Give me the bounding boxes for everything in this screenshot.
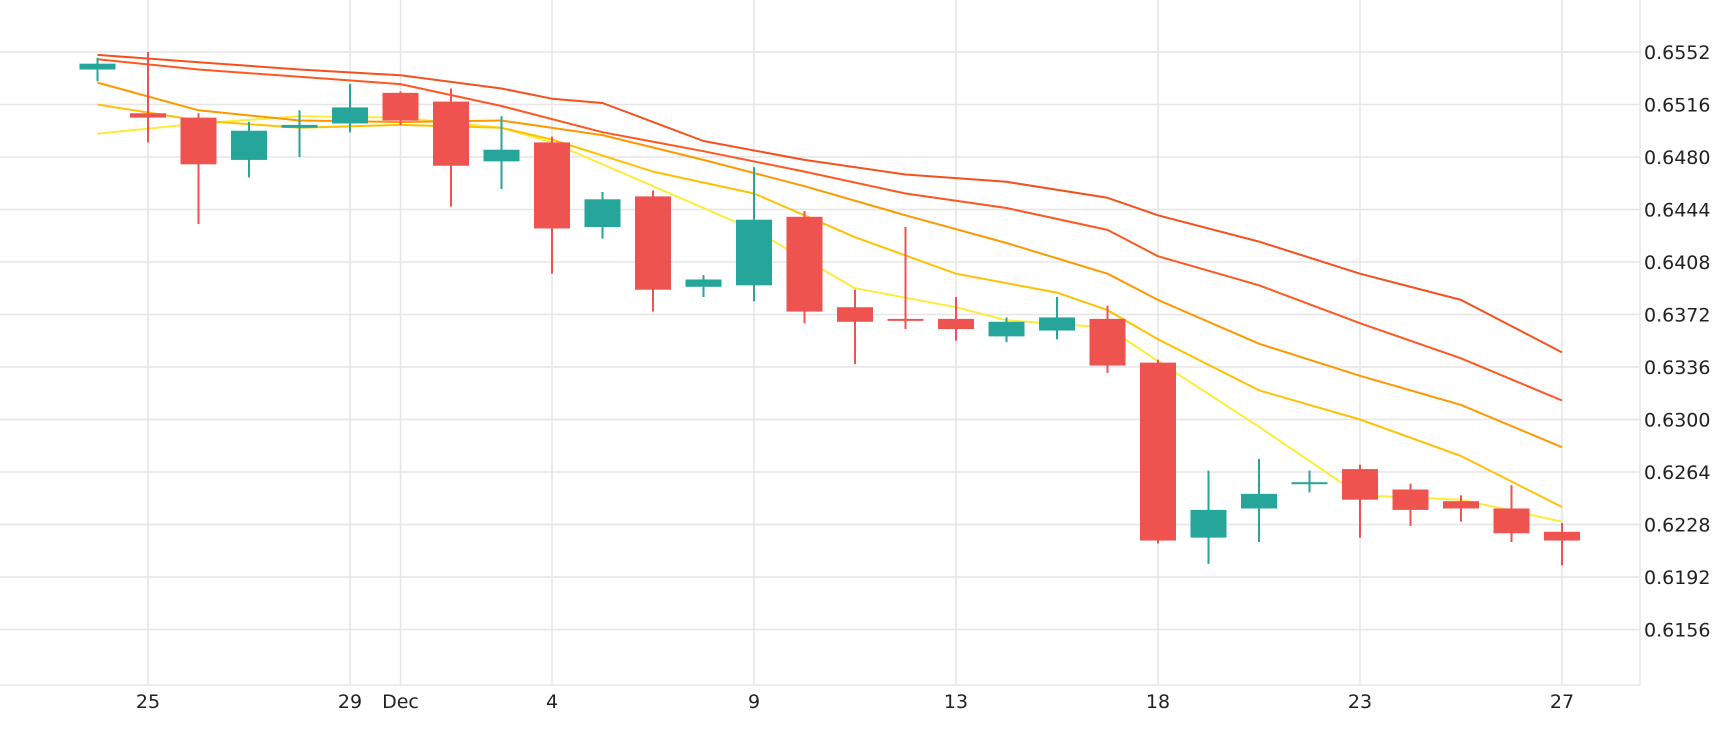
candle-down [433,88,469,207]
candle-down [1342,464,1378,538]
candle-down [786,210,823,324]
candle-up [736,167,772,302]
x-tick-label: 18 [1146,691,1170,713]
candle-down [1443,495,1479,522]
x-tick-label: 29 [338,691,362,713]
candle-up [281,110,318,157]
candle-up [1190,470,1227,564]
candle-body [281,124,318,128]
candle-body [1493,508,1530,534]
moving-average-line [97,53,1563,354]
candle-body [130,113,166,118]
candle-down [382,91,419,125]
candle-up [79,57,116,82]
candle-down [1089,305,1126,373]
candle-down [180,113,217,225]
y-tick-label: 0.6516 [1644,95,1710,117]
candle-body [736,219,772,286]
candle-body [635,196,671,290]
candle-body [1291,482,1328,485]
y-tick-label: 0.6264 [1644,462,1710,484]
candle-body [1544,531,1580,541]
candle-down [938,297,974,341]
candle-down [887,227,924,330]
y-tick-label: 0.6156 [1644,620,1710,642]
y-tick-label: 0.6336 [1644,357,1710,379]
candle-up [483,116,520,190]
candle-body [1443,501,1479,509]
x-tick-label: Dec [382,691,419,713]
candle-up [332,84,368,133]
candle-body [1140,362,1176,541]
candle-up [1241,458,1277,542]
candle-down [837,289,873,365]
moving-average-lines [97,53,1563,523]
candle-down [534,136,570,274]
candle-body [1342,469,1378,500]
candle-up [584,192,621,239]
x-tick-label: 27 [1550,691,1574,713]
x-axis: 25 29 Dec 4 9 13 18 23 27 [136,691,1574,713]
candle-body [887,318,924,321]
x-tick-label: 23 [1348,691,1372,713]
candle-body [382,92,419,121]
candle-body [534,142,570,229]
candle-body [79,63,116,70]
candle-body [1089,318,1126,366]
candle-body [786,216,823,312]
y-tick-label: 0.6300 [1644,410,1710,432]
candle-down [1140,359,1176,544]
y-axis: 0.6552 0.6516 0.6480 0.6444 0.6408 0.6372 0.63… [1644,42,1710,642]
candle-body [332,107,368,124]
y-tick-label: 0.6192 [1644,567,1710,589]
candle-body [231,130,267,160]
moving-average-line [97,81,1563,449]
candle-body [433,101,469,166]
candle-up [231,122,267,178]
candle-body [180,117,217,165]
moving-average-line [97,58,1563,402]
candle-body [837,307,873,322]
candle-body [1190,509,1227,538]
moving-average-line [97,103,1563,508]
candles [79,52,1580,566]
y-tick-label: 0.6552 [1644,42,1710,64]
candle-body [1039,317,1075,331]
candle-down [1544,523,1580,566]
x-tick-label: 13 [944,691,968,713]
x-tick-label: 4 [546,691,558,713]
candle-body [584,199,621,227]
candle-down [635,190,671,312]
candle-up [988,317,1025,343]
candle-body [1241,493,1277,509]
candle-up [685,275,722,297]
candle-up [1291,470,1328,493]
candle-body [988,321,1025,337]
candle-down [1493,485,1530,542]
candle-down [1392,483,1429,526]
x-tick-label: 25 [136,691,160,713]
grid [0,0,1641,686]
x-tick-label: 9 [748,691,760,713]
y-tick-label: 0.6444 [1644,200,1710,222]
y-tick-label: 0.6408 [1644,252,1710,274]
candle-down [130,52,166,143]
candle-body [938,318,974,330]
y-tick-label: 0.6228 [1644,515,1710,537]
candle-body [1392,489,1429,510]
candle-body [685,279,722,287]
y-tick-label: 0.6480 [1644,147,1710,169]
candle-up [1039,297,1075,340]
y-tick-label: 0.6372 [1644,305,1710,327]
candle-body [483,149,520,162]
